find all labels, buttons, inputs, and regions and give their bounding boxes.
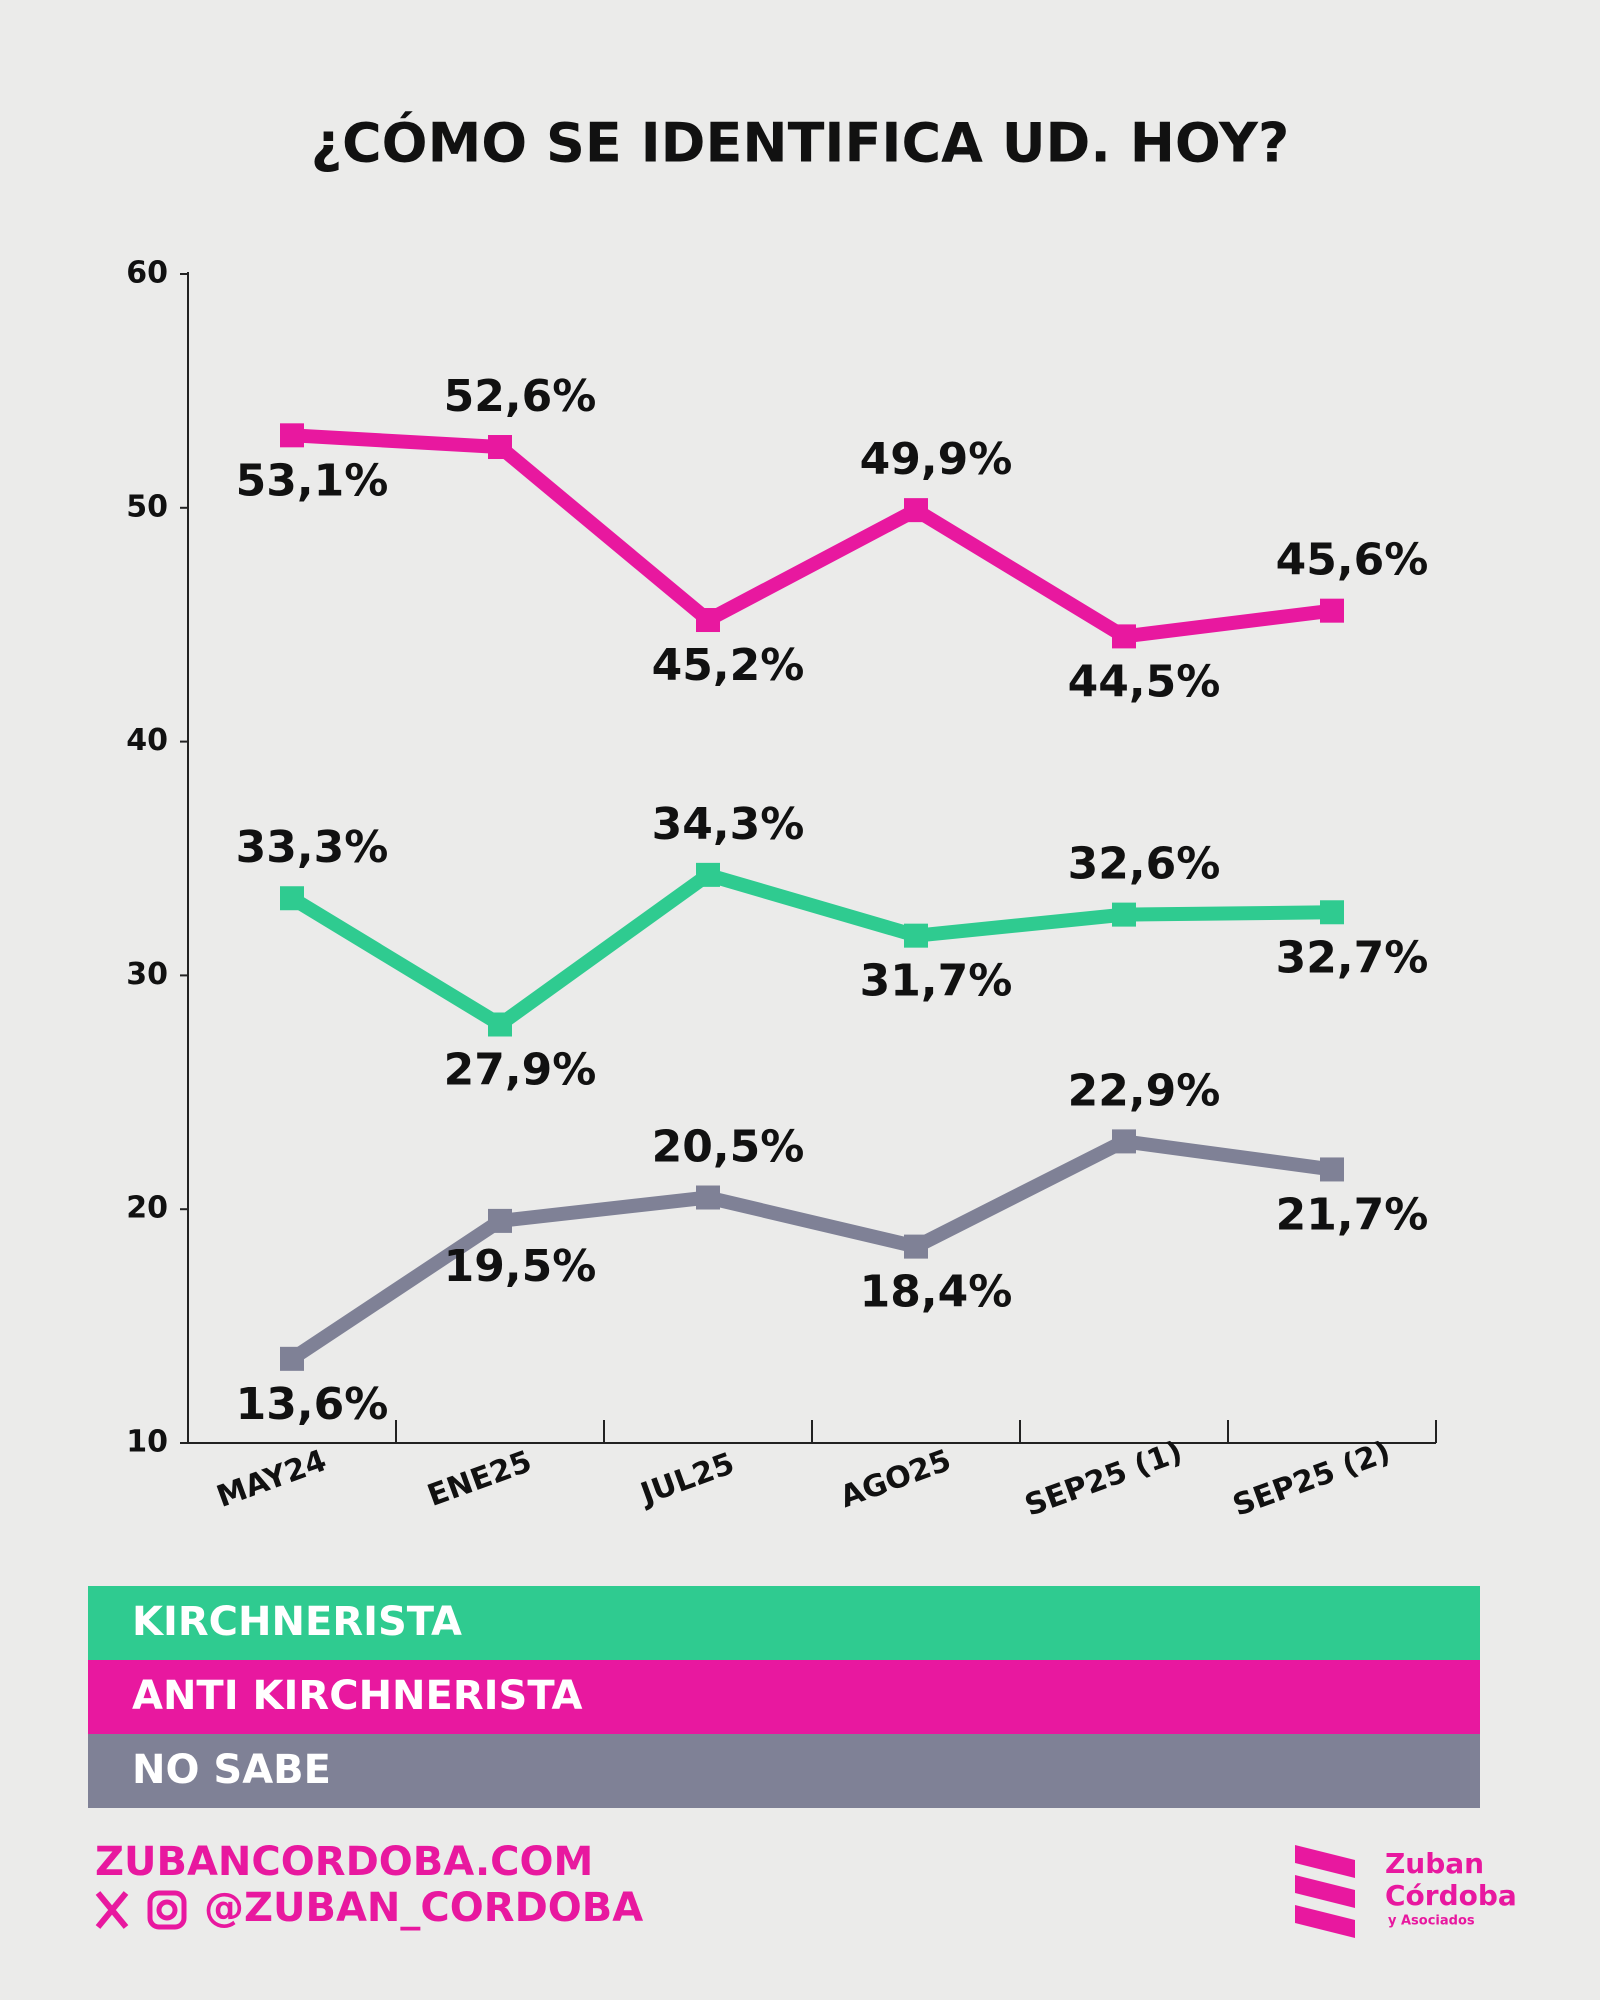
logo-text: Zuban [1385,1847,1484,1880]
legend-band [88,1660,1480,1734]
data-label: 13,6% [236,1379,389,1430]
instagram-icon [147,1890,187,1930]
data-label: 31,7% [860,956,1013,1007]
chart-title: ¿CÓMO SE IDENTIFICA UD. HOY? [311,112,1290,175]
point [488,1208,512,1233]
point [904,1234,928,1259]
data-label: 53,1% [236,455,389,506]
point [696,862,720,887]
data-label: 32,7% [1276,932,1429,983]
y-tick-label: 30 [126,957,168,992]
legend-band [88,1586,1480,1660]
data-label: 34,3% [652,799,805,850]
point [488,1012,512,1037]
y-tick-label: 40 [126,723,168,758]
point [488,435,512,460]
data-label: 19,5% [444,1241,597,1292]
series-line [288,867,1333,1033]
point [696,608,720,633]
logo: Zuban Córdoba y Asociados [1295,1845,1517,1938]
data-label: 22,9% [1068,1065,1221,1116]
data-label: 33,3% [236,822,389,873]
logo-text: Córdoba [1385,1879,1517,1912]
point [1320,900,1344,925]
point [696,1185,720,1210]
data-label: 52,6% [444,371,597,422]
data-label: 20,5% [652,1122,805,1173]
social-icons [95,1890,187,1930]
series-line [291,428,1333,644]
legend-label: KIRCHNERISTA [132,1599,462,1645]
y-tick-label: 20 [126,1191,168,1226]
logo-mark [1295,1845,1355,1938]
point [280,1346,304,1371]
legend-label: ANTI KIRCHNERISTA [132,1673,583,1719]
footer-handle: @ZUBAN_CORDOBA [204,1885,643,1931]
point [1112,624,1136,649]
x-icon [95,1891,129,1929]
point [1320,1157,1344,1182]
data-label: 49,9% [860,434,1013,485]
legend-band [88,1734,1480,1808]
point [1320,598,1344,623]
data-label: 45,6% [1276,535,1429,586]
point [1112,1129,1136,1154]
data-label: 27,9% [444,1044,597,1095]
point [1112,902,1136,927]
y-tick-label: 10 [126,1425,168,1460]
point [904,923,928,948]
point [904,498,928,523]
footer-website: ZUBANCORDOBA.COM [95,1839,593,1885]
series-line [288,1134,1333,1365]
data-label: 32,6% [1068,839,1221,890]
point [280,886,304,911]
point [280,423,304,448]
data-label: 44,5% [1068,656,1221,707]
logo-text: y Asociados [1388,1914,1475,1929]
y-tick-label: 50 [126,489,168,524]
instagram-icon [156,1899,178,1921]
y-tick-label: 60 [126,256,168,291]
data-label: 45,2% [652,640,805,691]
data-label: 21,7% [1276,1189,1429,1240]
data-label: 18,4% [860,1267,1013,1318]
legend-label: NO SABE [132,1747,331,1793]
